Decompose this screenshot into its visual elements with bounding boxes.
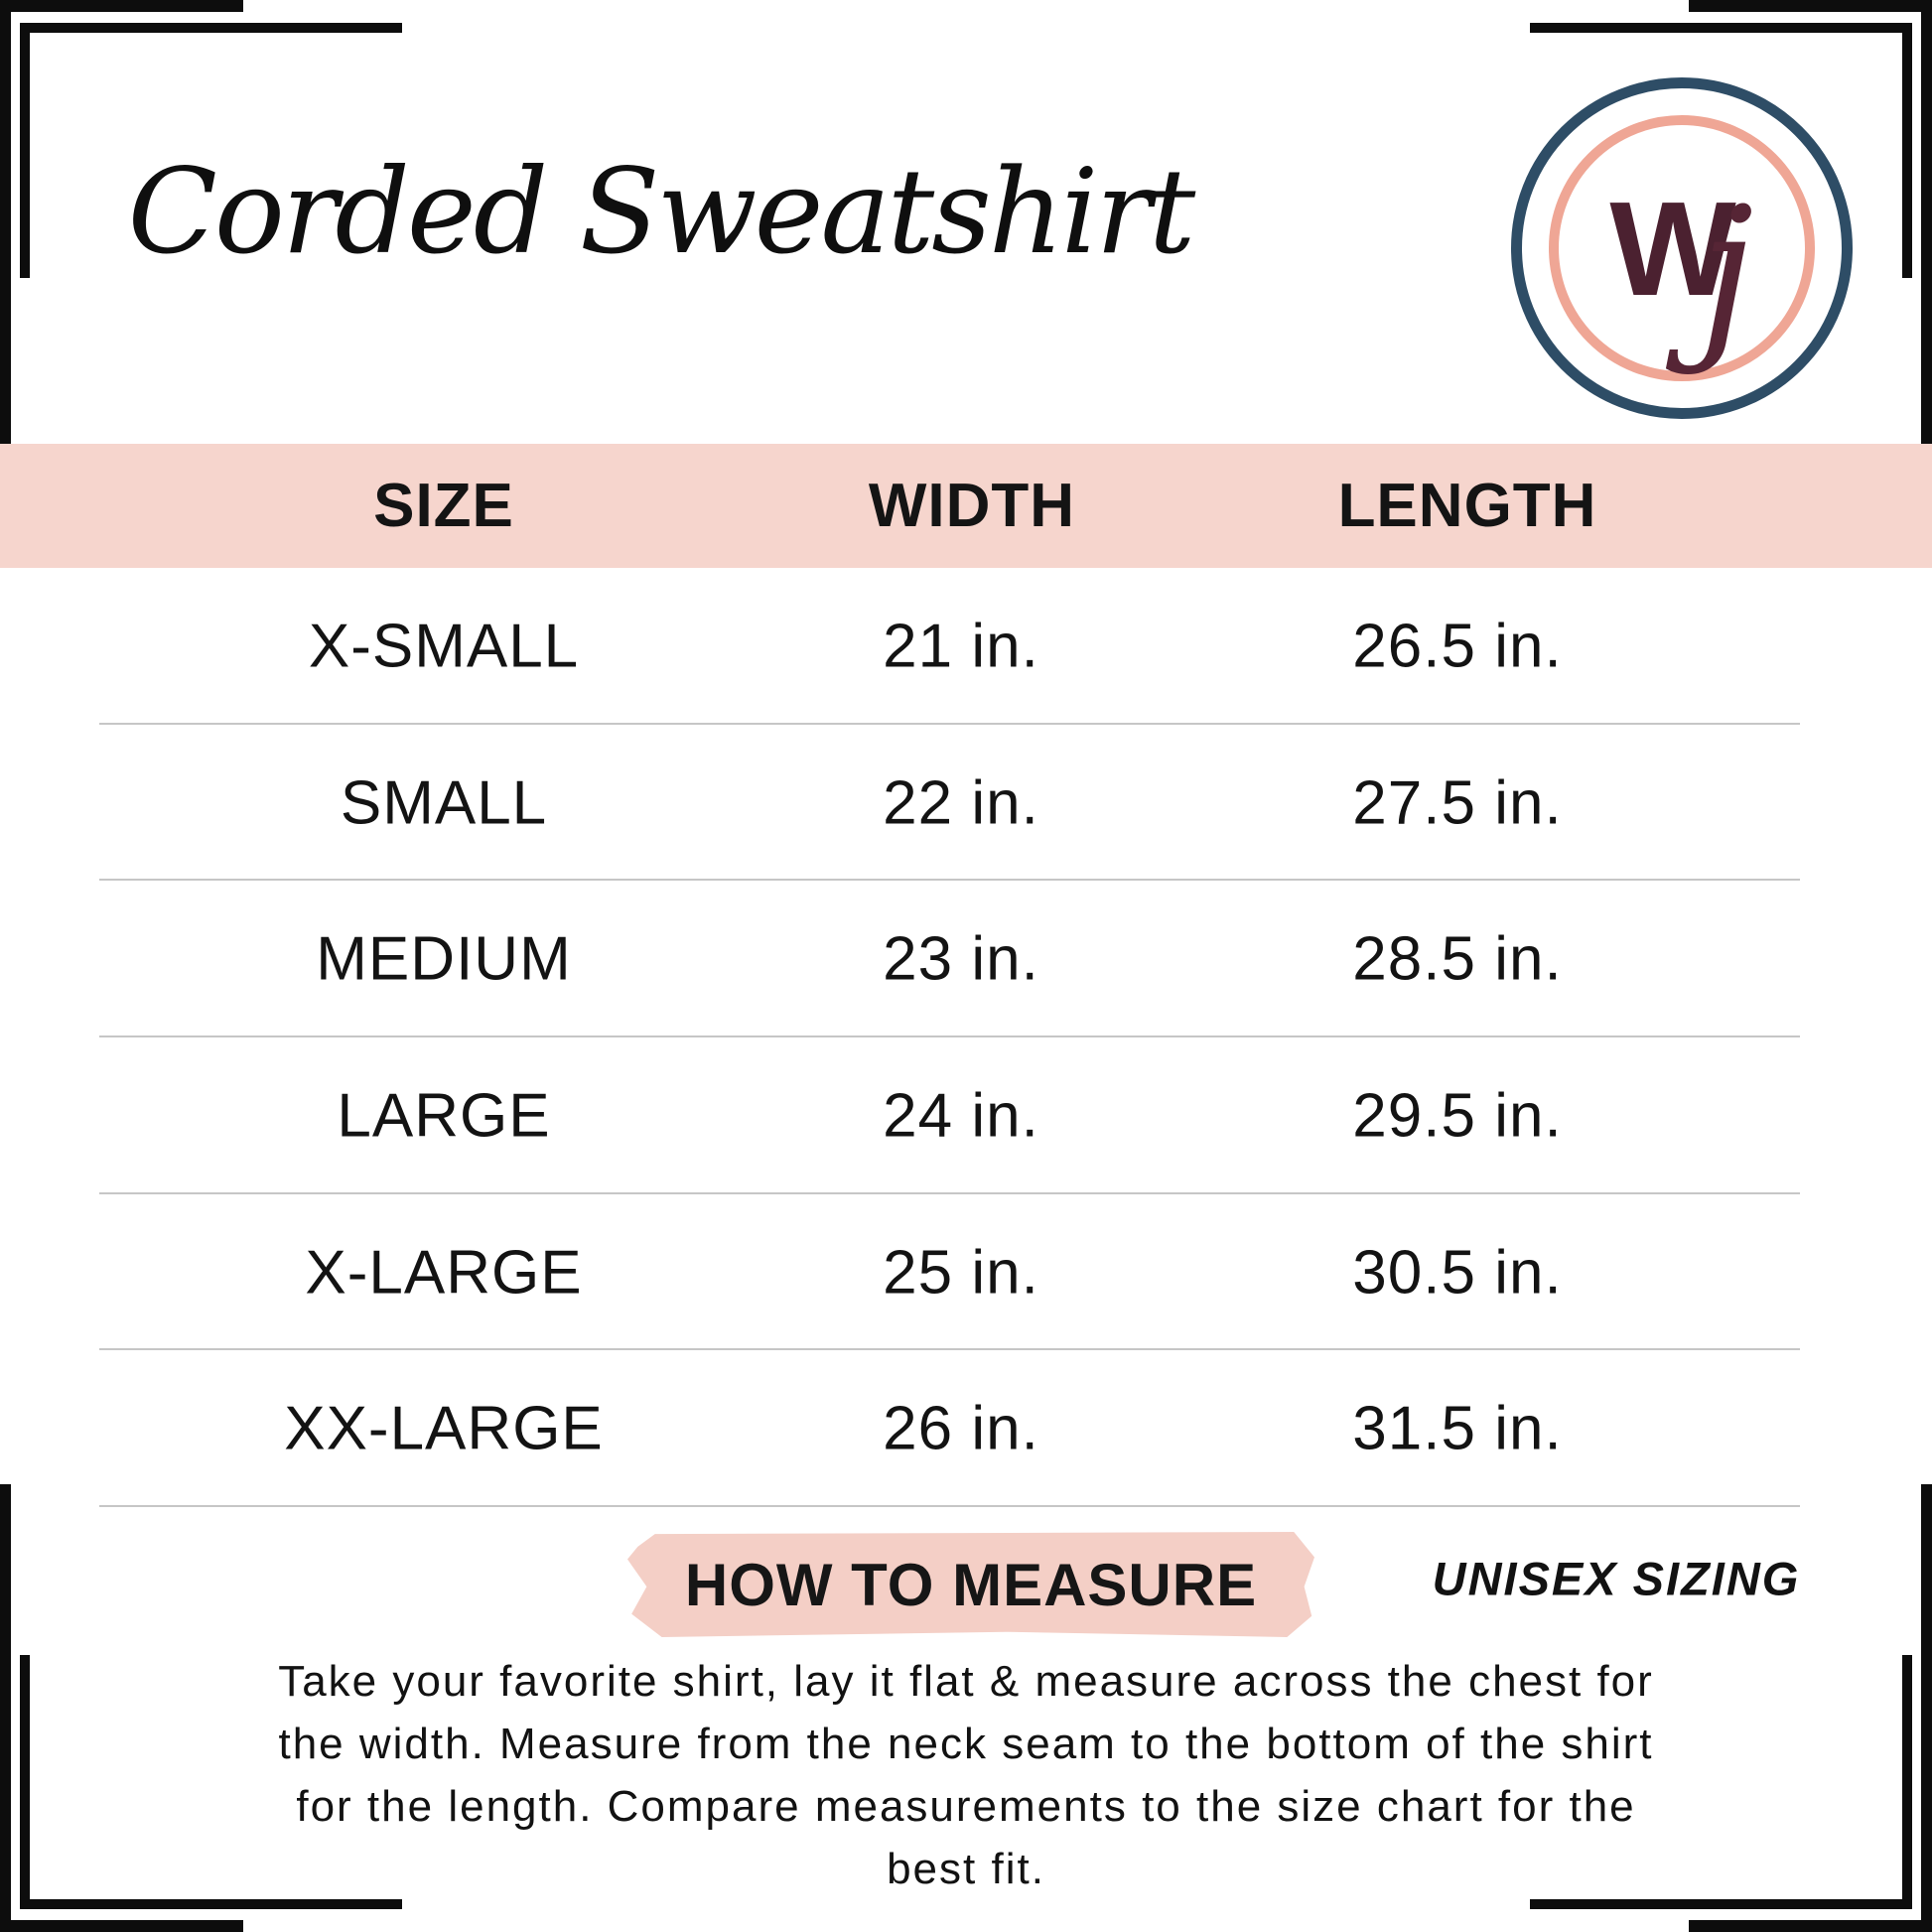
column-header-size: SIZE [373, 472, 514, 540]
cell-size: XX-LARGE [284, 1394, 604, 1463]
cell-width: 21 in. [883, 612, 1039, 681]
monogram-letter-w: W [1609, 173, 1735, 324]
table-row: XX-LARGE 26 in. 31.5 in. [0, 1350, 1932, 1508]
cell-size: X-LARGE [305, 1238, 583, 1308]
table-row: MEDIUM 23 in. 28.5 in. [0, 881, 1932, 1038]
frame-bottom-left-inner-vertical [20, 1655, 30, 1909]
logo-outer-ring [1511, 77, 1853, 419]
row-separator [99, 1505, 1800, 1508]
frame-bottom-left-outer-horizontal [0, 1920, 243, 1932]
instructions-line: Take your favorite shirt, lay it flat & … [278, 1657, 1654, 1706]
frame-top-left-inner-vertical [20, 23, 30, 278]
measure-instructions: Take your favorite shirt, lay it flat & … [60, 1650, 1872, 1900]
frame-top-right-outer-vertical [1921, 0, 1932, 444]
cell-length: 28.5 in. [1352, 924, 1563, 994]
table-header-band: SIZE WIDTH LENGTH [0, 444, 1932, 568]
brand-logo: W j [1511, 77, 1853, 419]
row-separator [99, 722, 1800, 725]
frame-top-right-inner-horizontal [1530, 23, 1912, 33]
cell-size: MEDIUM [316, 924, 572, 994]
size-table: X-SMALL 21 in. 26.5 in. SMALL 22 in. 27.… [0, 568, 1932, 1508]
frame-bottom-left-outer-vertical [0, 1484, 11, 1932]
column-header-length: LENGTH [1337, 472, 1597, 540]
table-row: X-SMALL 21 in. 26.5 in. [0, 568, 1932, 725]
frame-top-right-outer-horizontal [1689, 0, 1932, 12]
frame-top-left-outer-horizontal [0, 0, 243, 12]
column-header-width: WIDTH [868, 472, 1076, 540]
frame-bottom-right-inner-vertical [1902, 1655, 1912, 1909]
row-separator [99, 1191, 1800, 1194]
how-to-measure-highlight: HOW TO MEASURE [627, 1532, 1314, 1637]
cell-size: X-SMALL [308, 612, 580, 681]
frame-bottom-right-inner-horizontal [1530, 1899, 1912, 1909]
logo-inner-ring [1549, 115, 1815, 381]
table-row: X-LARGE 25 in. 30.5 in. [0, 1194, 1932, 1351]
cell-width: 24 in. [883, 1081, 1039, 1151]
instructions-line: best fit. [887, 1845, 1045, 1893]
cell-length: 31.5 in. [1352, 1394, 1563, 1463]
frame-top-left-outer-vertical [0, 0, 11, 444]
cell-width: 26 in. [883, 1394, 1039, 1463]
row-separator [99, 1348, 1800, 1351]
unisex-sizing-note: UNISEX SIZING [1432, 1552, 1801, 1605]
row-separator [99, 1035, 1800, 1038]
cell-width: 25 in. [883, 1238, 1039, 1308]
row-separator [99, 879, 1800, 882]
cell-width: 23 in. [883, 924, 1039, 994]
frame-top-right-inner-vertical [1902, 23, 1912, 278]
frame-bottom-right-outer-vertical [1921, 1484, 1932, 1932]
cell-length: 27.5 in. [1352, 768, 1563, 837]
frame-bottom-left-inner-horizontal [20, 1899, 402, 1909]
instructions-line: for the length. Compare measurements to … [296, 1782, 1636, 1831]
frame-top-left-inner-horizontal [20, 23, 402, 33]
cell-width: 22 in. [883, 768, 1039, 837]
cell-size: LARGE [337, 1081, 551, 1151]
table-row: SMALL 22 in. 27.5 in. [0, 725, 1932, 882]
how-to-measure-heading: HOW TO MEASURE [684, 1551, 1258, 1618]
logo-monogram: W j [1551, 117, 1813, 379]
instructions-line: the width. Measure from the neck seam to… [278, 1720, 1654, 1768]
page-title: Corded Sweatshirt [127, 142, 1196, 280]
table-row: LARGE 24 in. 29.5 in. [0, 1037, 1932, 1194]
cell-size: SMALL [340, 768, 548, 837]
cell-length: 30.5 in. [1352, 1238, 1563, 1308]
cell-length: 26.5 in. [1352, 612, 1563, 681]
cell-length: 29.5 in. [1352, 1081, 1563, 1151]
monogram-letter-j: j [1698, 170, 1754, 377]
frame-bottom-right-outer-horizontal [1689, 1920, 1932, 1932]
